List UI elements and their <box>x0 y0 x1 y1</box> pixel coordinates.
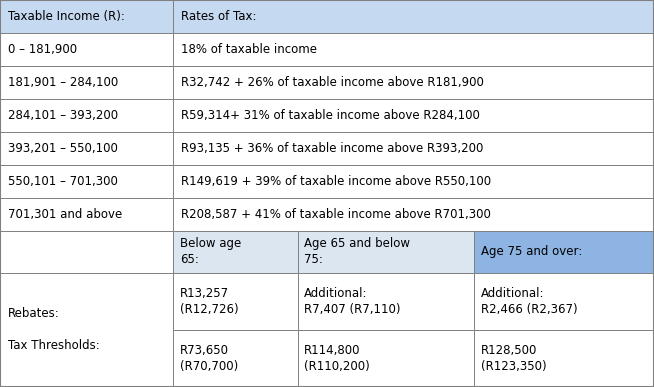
Bar <box>0 132 173 165</box>
Bar <box>474 231 654 273</box>
Text: 0 – 181,900: 0 – 181,900 <box>8 43 77 56</box>
Bar <box>298 330 474 387</box>
Bar <box>0 165 173 198</box>
Text: R59,314+ 31% of taxable income above R284,100: R59,314+ 31% of taxable income above R28… <box>181 109 480 122</box>
Text: Rebates:

Tax Thresholds:: Rebates: Tax Thresholds: <box>8 307 99 352</box>
Bar <box>298 231 474 273</box>
Text: R114,800
(R110,200): R114,800 (R110,200) <box>304 344 370 373</box>
Text: R93,135 + 36% of taxable income above R393,200: R93,135 + 36% of taxable income above R3… <box>181 142 483 155</box>
Text: R128,500
(R123,350): R128,500 (R123,350) <box>481 344 546 373</box>
Text: R208,587 + 41% of taxable income above R701,300: R208,587 + 41% of taxable income above R… <box>181 208 491 221</box>
Bar <box>0 99 173 132</box>
Text: R13,257
(R12,726): R13,257 (R12,726) <box>180 287 239 316</box>
Bar <box>173 165 654 198</box>
Text: 284,101 – 393,200: 284,101 – 393,200 <box>8 109 118 122</box>
Text: Taxable Income (R):: Taxable Income (R): <box>8 10 125 23</box>
Bar <box>173 273 298 330</box>
Bar <box>0 231 173 273</box>
Bar <box>173 330 298 387</box>
Text: R32,742 + 26% of taxable income above R181,900: R32,742 + 26% of taxable income above R1… <box>181 76 484 89</box>
Text: Age 75 and over:: Age 75 and over: <box>481 245 582 258</box>
Text: 181,901 – 284,100: 181,901 – 284,100 <box>8 76 118 89</box>
Bar <box>173 66 654 99</box>
Bar <box>173 198 654 231</box>
Text: Additional:
R7,407 (R7,110): Additional: R7,407 (R7,110) <box>304 287 401 316</box>
Bar <box>173 33 654 66</box>
Bar <box>173 0 654 33</box>
Text: 701,301 and above: 701,301 and above <box>8 208 122 221</box>
Text: 550,101 – 701,300: 550,101 – 701,300 <box>8 175 118 188</box>
Text: Below age
65:: Below age 65: <box>180 237 241 266</box>
Text: R149,619 + 39% of taxable income above R550,100: R149,619 + 39% of taxable income above R… <box>181 175 491 188</box>
Bar <box>0 198 173 231</box>
Text: 393,201 – 550,100: 393,201 – 550,100 <box>8 142 118 155</box>
Bar <box>0 66 173 99</box>
Bar <box>173 132 654 165</box>
Bar <box>173 231 298 273</box>
Bar <box>298 273 474 330</box>
Text: 18% of taxable income: 18% of taxable income <box>181 43 317 56</box>
Text: R73,650
(R70,700): R73,650 (R70,700) <box>180 344 238 373</box>
Bar <box>474 273 654 330</box>
Bar <box>0 33 173 66</box>
Bar <box>474 330 654 387</box>
Text: Rates of Tax:: Rates of Tax: <box>181 10 256 23</box>
Bar <box>173 99 654 132</box>
Bar <box>0 273 173 387</box>
Bar <box>0 0 173 33</box>
Text: Age 65 and below
75:: Age 65 and below 75: <box>304 237 410 266</box>
Text: Additional:
R2,466 (R2,367): Additional: R2,466 (R2,367) <box>481 287 577 316</box>
